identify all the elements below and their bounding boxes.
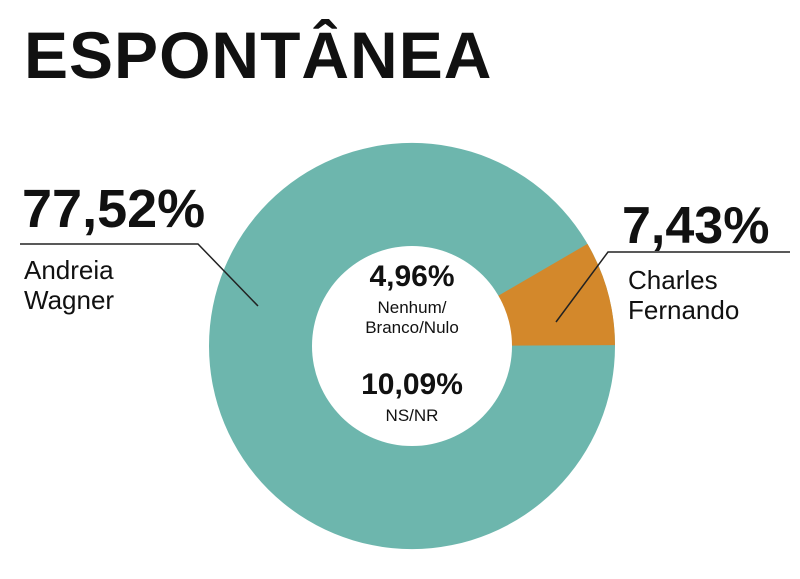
name-label-andreia: Andreia Wagner [24, 255, 115, 315]
pct-label-nsnr: 10,09% [361, 368, 463, 401]
chart-title: ESPONTÂNEA [24, 18, 493, 92]
pct-label-andreia: 77,52% [22, 179, 206, 239]
donut-hole [312, 246, 512, 446]
name-label-nsnr: NS/NR [385, 406, 439, 425]
pct-label-charles: 7,43% [622, 197, 770, 255]
name-label-charles: Charles Fernando [628, 265, 740, 325]
leader-line-charles [555, 251, 790, 323]
leader-line-andreia [20, 243, 259, 307]
pct-label-nenhum: 4,96% [369, 260, 455, 293]
name-label-nenhum: Nenhum/ Branco/Nulo [365, 298, 459, 337]
